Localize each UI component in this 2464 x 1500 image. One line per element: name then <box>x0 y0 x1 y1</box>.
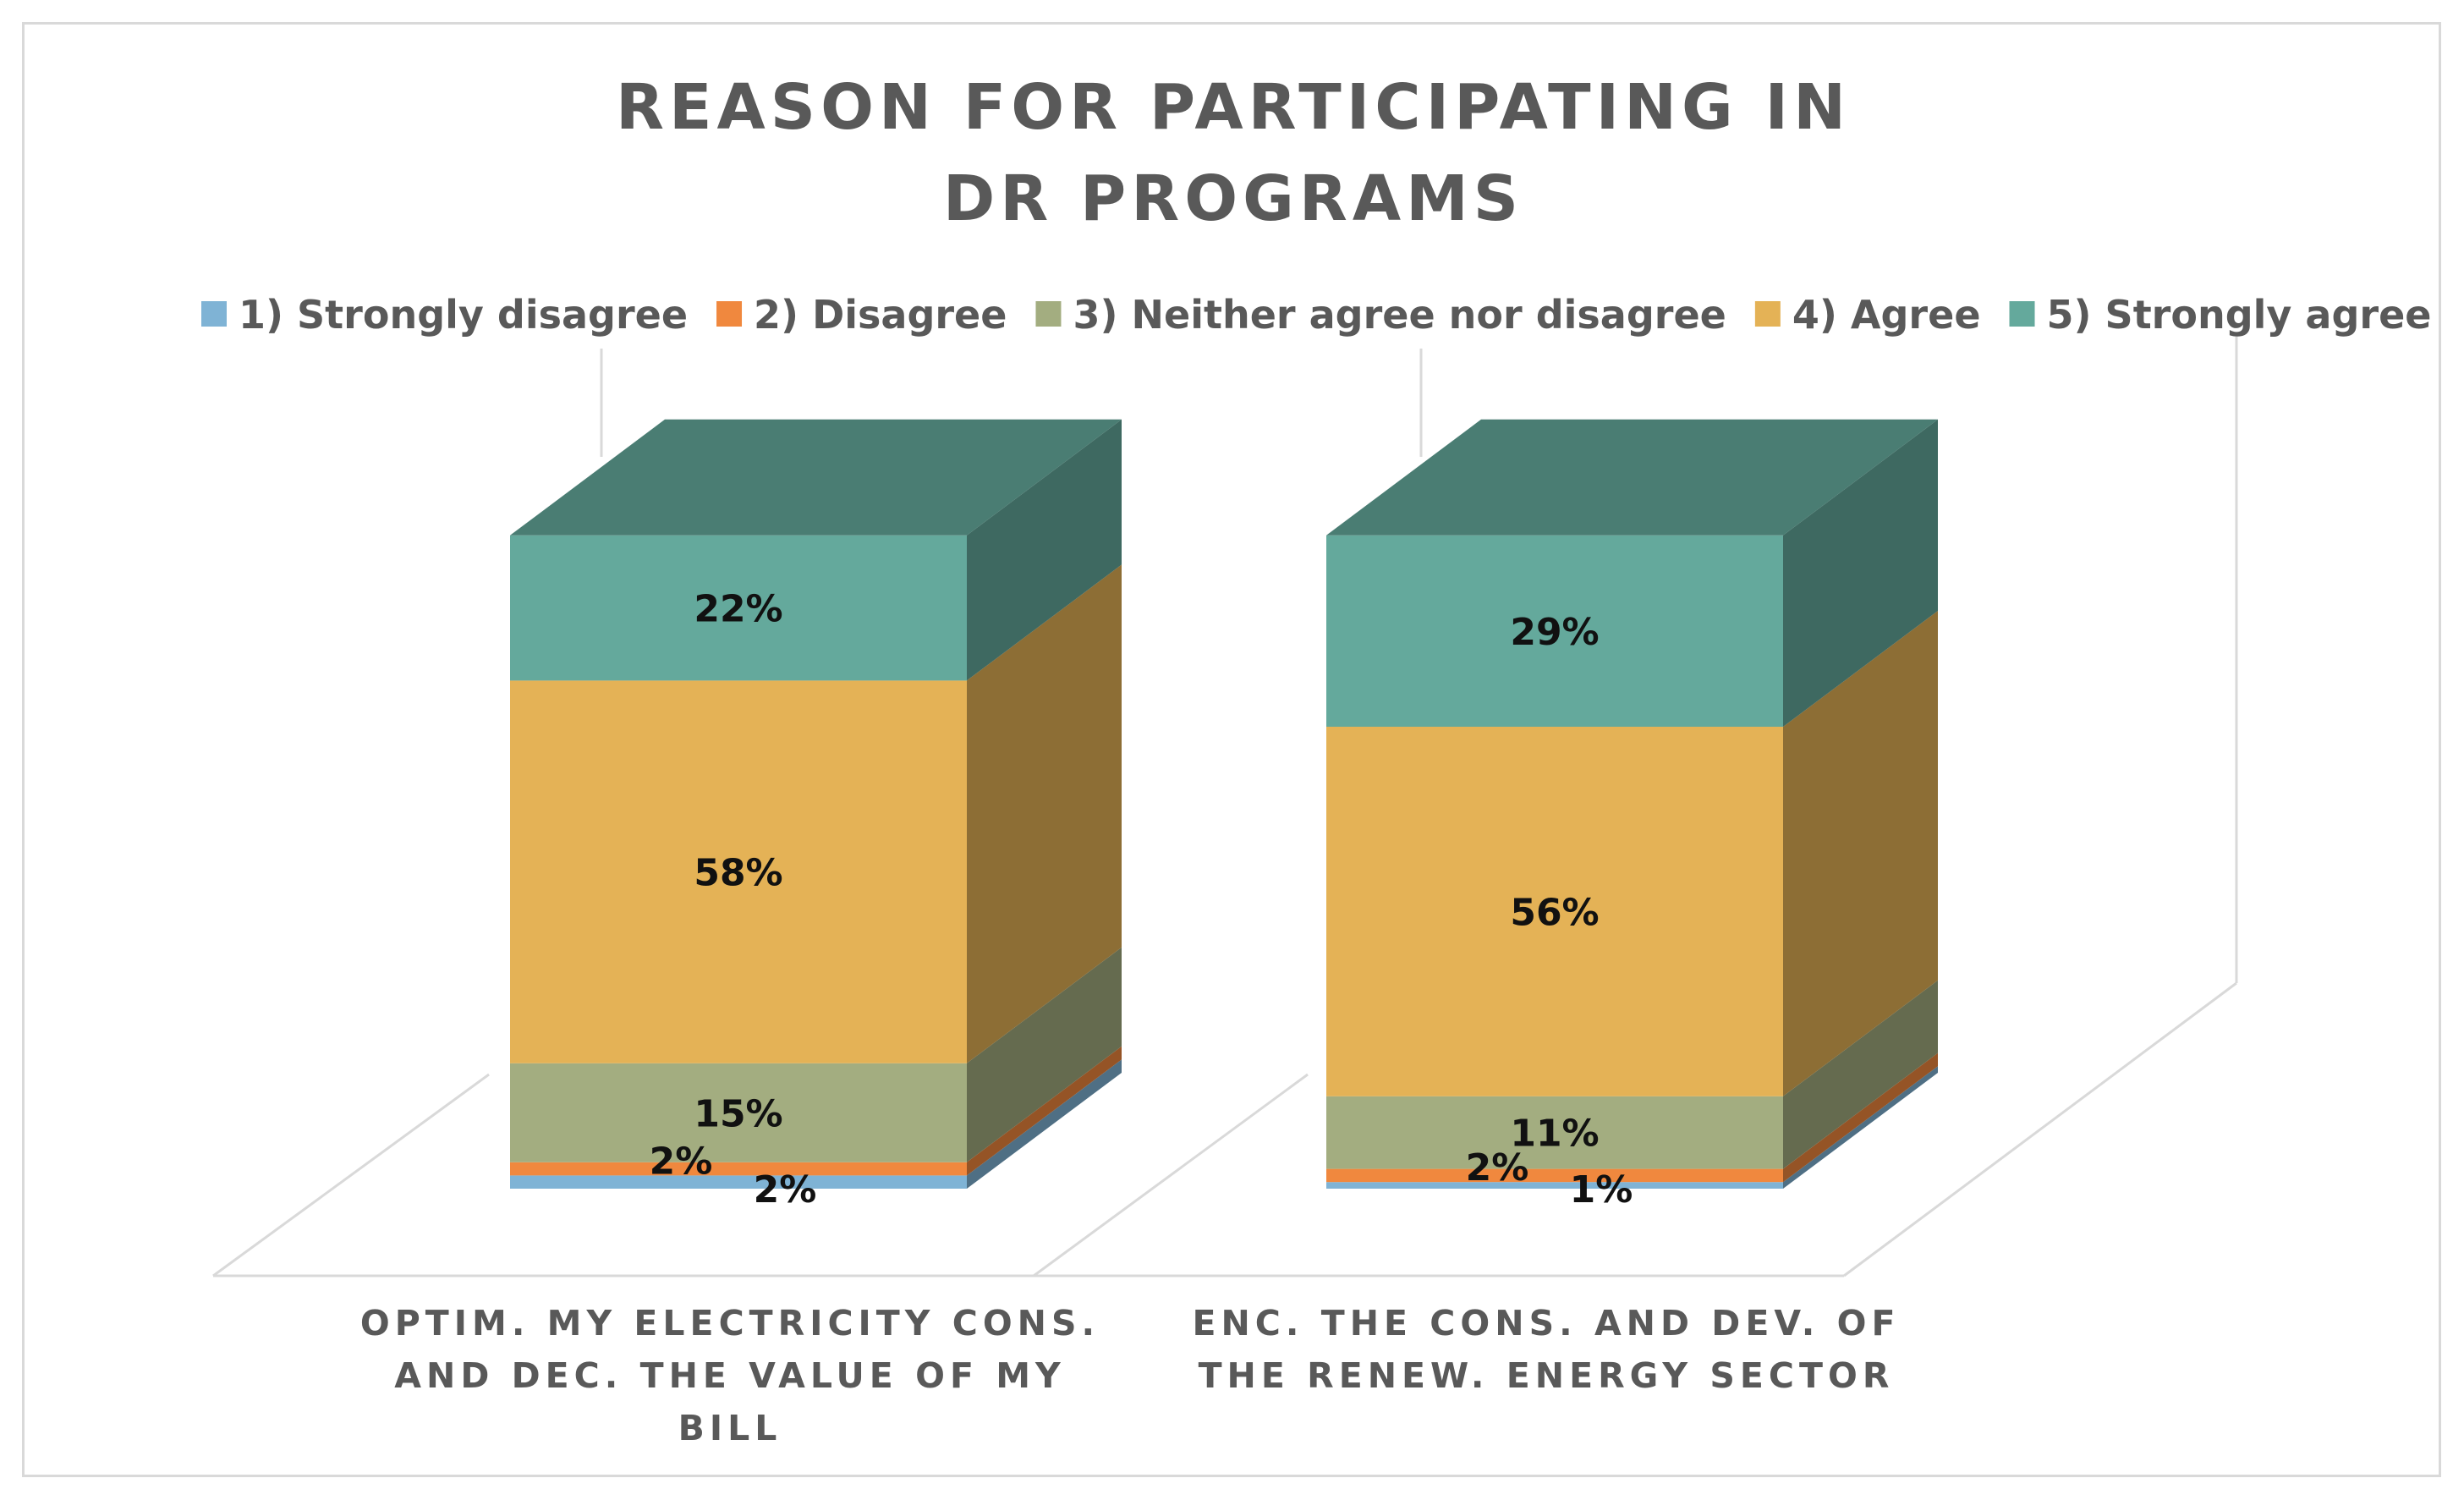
category-label-1-line-2: AND DEC. THE VALUE OF MY <box>394 1355 1065 1396</box>
bar-2-label-2: 2% <box>1466 1146 1529 1190</box>
bar-2-top <box>1326 419 1938 536</box>
legend-swatch-3 <box>1035 301 1062 327</box>
legend-swatch-1 <box>201 301 227 327</box>
bar-1-segment-1-side <box>967 1059 1122 1189</box>
bar-2-segment-1-front <box>1326 1182 1783 1189</box>
bar-1-segment-1-front <box>510 1175 967 1189</box>
bar-2-label-1: 1% <box>1570 1168 1633 1212</box>
bar-1-segment-4-side <box>967 564 1122 1063</box>
bar-1-segment-2-side <box>967 1046 1122 1176</box>
floor-left-edge <box>212 1073 490 1277</box>
bar-2-segment-1-side <box>1783 1066 1938 1189</box>
bar-1-label-3: 15% <box>694 1092 782 1135</box>
bar-1-segment-2-front <box>510 1162 967 1176</box>
category-label-2-line-1: ENC. THE CONS. AND DEV. OF <box>1192 1303 1900 1343</box>
bar-2-label-5: 29% <box>1510 611 1599 654</box>
bar-2-segment-2-front <box>1326 1168 1783 1183</box>
bar-1-segment-5-front <box>510 535 967 681</box>
legend-swatch-5 <box>2009 301 2035 327</box>
bar-1-label-1: 2% <box>754 1168 817 1212</box>
bar-2-segment-3-front <box>1326 1096 1783 1169</box>
bar-1-segment-3-side <box>967 947 1122 1162</box>
legend-label-4: 4) Agree <box>1792 292 1981 338</box>
bar-2-segment-2-side <box>1783 1052 1938 1183</box>
bar-1-label-5: 22% <box>694 588 782 631</box>
bar-2-segment-3-side <box>1783 980 1938 1169</box>
bar-1-segment-5-side <box>967 419 1122 681</box>
bar-1-label-4: 58% <box>694 852 782 895</box>
bar-2-label-4: 56% <box>1510 891 1599 934</box>
legend-label-3: 3) Neither agree nor disagree <box>1073 292 1726 338</box>
bar-2-segment-4-side <box>1783 611 1938 1096</box>
category-label-2-line-2: THE RENEW. ENERGY SECTOR <box>1199 1355 1895 1396</box>
legend-swatch-4 <box>1754 301 1781 327</box>
category-label-1-line-3: BILL <box>678 1408 782 1448</box>
bar-2-segment-5-side <box>1783 419 1938 727</box>
legend-label-1: 1) Strongly disagree <box>239 292 688 338</box>
chart-frame <box>22 22 2441 1477</box>
chart-title-line-1: REASON FOR PARTICIPATING IN <box>616 71 1851 144</box>
chart-title-line-2: DR PROGRAMS <box>943 162 1523 235</box>
bar-2-segment-5-front <box>1326 535 1783 727</box>
bar-1-label-2: 2% <box>650 1140 713 1183</box>
bar-1-top <box>510 419 1122 536</box>
bar-2-label-3: 11% <box>1510 1113 1599 1156</box>
legend-swatch-2 <box>716 301 743 327</box>
legend-label-2: 2) Disagree <box>754 292 1007 338</box>
bar-1-segment-3-front <box>510 1063 967 1162</box>
legend-label-5: 5) Strongly agree <box>2047 292 2432 338</box>
bar-2-segment-4-front <box>1326 727 1783 1096</box>
category-label-1-line-1: OPTIM. MY ELECTRICITY CONS. <box>360 1303 1100 1343</box>
bar-1-segment-4-front <box>510 680 967 1063</box>
floor-divider-edge <box>1033 1073 1309 1277</box>
floor-right-edge <box>1843 981 2237 1277</box>
